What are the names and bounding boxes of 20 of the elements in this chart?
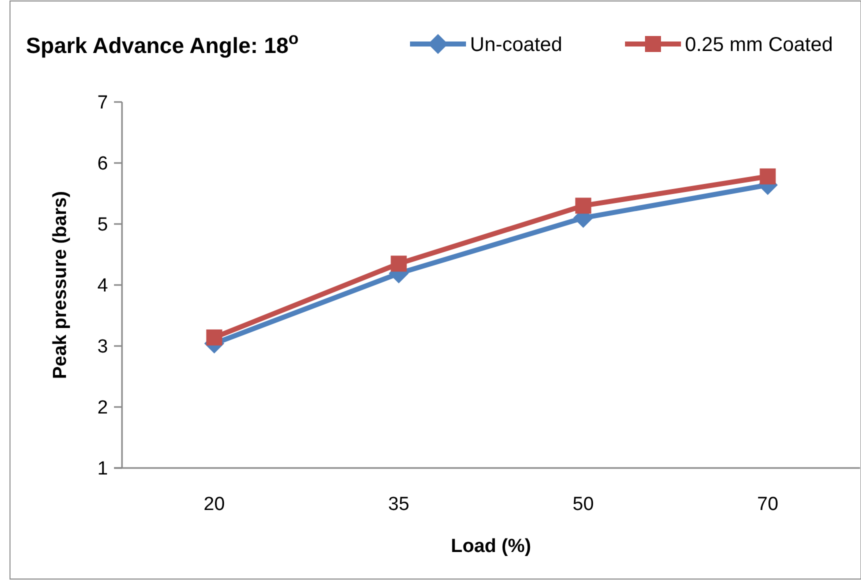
y-tick-label: 6 [97,154,108,175]
x-tick-label: 50 [572,494,594,515]
legend-label: Un-coated [470,34,562,56]
point [206,329,222,346]
legend-label: 0.25 mm Coated [685,34,833,56]
y-tick-label: 7 [97,92,108,114]
point [760,168,776,184]
chart-title: Spark Advance Angle: 18$^{o}$ [26,30,299,58]
point [390,256,407,272]
y-tick-label: 5 [97,214,108,236]
y-axis-title: Peak pressure (bars) [50,191,71,379]
y-tick-label: 4 [97,276,108,297]
x-tick-label: 20 [204,494,225,515]
y-tick-label: 2 [97,398,108,419]
x-tick-label: 35 [388,494,410,515]
point [575,198,592,214]
x-axis-title: Load (%) [450,536,532,557]
y-tick-label: 3 [97,336,108,358]
x-tick-label: 70 [757,494,778,515]
y-tick-label: 1 [97,458,108,480]
